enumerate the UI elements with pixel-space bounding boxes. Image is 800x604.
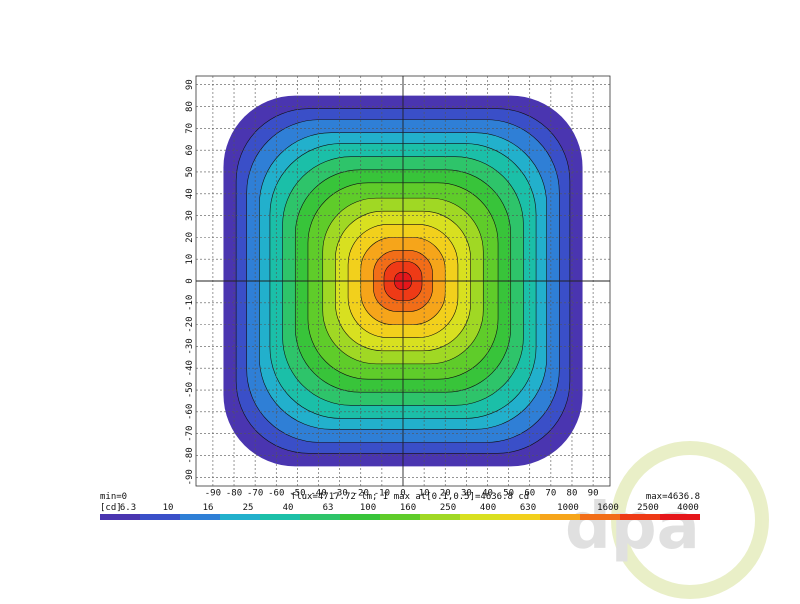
colorbar-label: 400 bbox=[480, 503, 496, 513]
colorbar-unit: [cd] bbox=[100, 503, 122, 513]
colorbar-label: 10 bbox=[163, 503, 174, 513]
colorbar-label: 2500 bbox=[637, 503, 659, 513]
colorbar-segment bbox=[260, 514, 300, 520]
x-tick-label: 0 bbox=[400, 489, 405, 499]
y-tick-label: -50 bbox=[185, 382, 195, 398]
colorbar-segment bbox=[220, 514, 260, 520]
colorbar-segment bbox=[180, 514, 220, 520]
colorbar-label: 1600 bbox=[597, 503, 619, 513]
x-tick-label: -90 bbox=[205, 489, 221, 499]
y-tick-label: 40 bbox=[185, 188, 195, 199]
y-tick-label: -70 bbox=[185, 426, 195, 442]
colorbar-segment bbox=[500, 514, 540, 520]
y-tick-label: -40 bbox=[185, 360, 195, 376]
x-tick-label: 50 bbox=[503, 489, 514, 499]
y-tick-label: -20 bbox=[185, 316, 195, 332]
min-label: min=0 bbox=[100, 492, 127, 502]
x-tick-label: 40 bbox=[482, 489, 493, 499]
y-tick-label: -30 bbox=[185, 338, 195, 354]
colorbar-segment bbox=[100, 514, 140, 520]
x-tick-label: -10 bbox=[374, 489, 390, 499]
colorbar-label: 160 bbox=[400, 503, 416, 513]
colorbar-segment bbox=[140, 514, 180, 520]
x-tick-label: -80 bbox=[226, 489, 242, 499]
colorbar-segment bbox=[380, 514, 420, 520]
y-tick-label: 0 bbox=[185, 278, 195, 283]
colorbar-segment bbox=[580, 514, 620, 520]
x-tick-label: 20 bbox=[440, 489, 451, 499]
colorbar-segment bbox=[420, 514, 460, 520]
y-tick-label: -60 bbox=[185, 404, 195, 420]
colorbar-segment bbox=[460, 514, 500, 520]
x-tick-label: -50 bbox=[289, 489, 305, 499]
colorbar-label: 25 bbox=[243, 503, 254, 513]
y-tick-label: 70 bbox=[185, 123, 195, 134]
colorbar-label: 16 bbox=[203, 503, 214, 513]
x-tick-label: 90 bbox=[588, 489, 599, 499]
colorbar-label: 40 bbox=[283, 503, 294, 513]
y-tick-label: 60 bbox=[185, 145, 195, 156]
y-tick-label: -90 bbox=[185, 469, 195, 485]
y-tick-label: 80 bbox=[185, 101, 195, 112]
colorbar-label: 6.3 bbox=[120, 503, 136, 513]
colorbar-segment bbox=[660, 514, 700, 520]
y-tick-label: -10 bbox=[185, 295, 195, 311]
colorbar-segment bbox=[300, 514, 340, 520]
y-tick-label: 10 bbox=[185, 254, 195, 265]
x-tick-label: -30 bbox=[331, 489, 347, 499]
colorbar-label: 250 bbox=[440, 503, 456, 513]
colorbar-label: 63 bbox=[323, 503, 334, 513]
max-label: max=4636.8 bbox=[646, 492, 700, 502]
colorbar-label: 1000 bbox=[557, 503, 579, 513]
y-tick-label: 20 bbox=[185, 232, 195, 243]
colorbar-label: 100 bbox=[360, 503, 376, 513]
x-tick-label: -60 bbox=[268, 489, 284, 499]
watermark-text: dpa bbox=[565, 490, 700, 564]
y-tick-label: 50 bbox=[185, 167, 195, 178]
colorbar-label: 630 bbox=[520, 503, 536, 513]
y-tick-label: -80 bbox=[185, 447, 195, 463]
x-tick-label: 30 bbox=[461, 489, 472, 499]
x-tick-label: 10 bbox=[419, 489, 430, 499]
y-tick-label: 30 bbox=[185, 210, 195, 221]
x-tick-label: -40 bbox=[310, 489, 326, 499]
watermark: dpa bbox=[565, 441, 769, 599]
x-tick-label: -70 bbox=[247, 489, 263, 499]
x-tick-label: -20 bbox=[353, 489, 369, 499]
colorbar-segment bbox=[540, 514, 580, 520]
colorbar-label: 4000 bbox=[677, 503, 699, 513]
colorbar-segment bbox=[620, 514, 660, 520]
colorbar-segment bbox=[340, 514, 380, 520]
y-tick-label: 90 bbox=[185, 79, 195, 90]
x-tick-label: 70 bbox=[545, 489, 556, 499]
x-tick-label: 60 bbox=[524, 489, 535, 499]
info-label: flux=4717.72 lm; I max at[0.1,0.5]=4636.… bbox=[291, 492, 529, 502]
x-tick-label: 80 bbox=[567, 489, 578, 499]
